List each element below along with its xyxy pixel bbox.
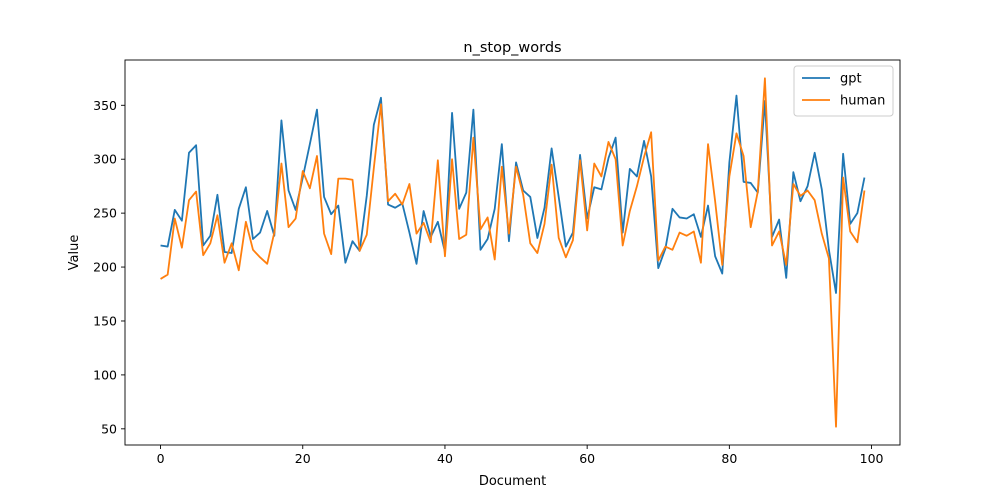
x-tick-label: 60 <box>579 451 595 466</box>
legend-label-gpt: gpt <box>840 72 862 87</box>
chart-title: n_stop_words <box>463 40 561 56</box>
legend: gpt human <box>793 65 894 117</box>
y-axis-ticks: 50 100 150 200 250 300 350 <box>93 98 125 436</box>
x-tick-label: 0 <box>157 451 165 466</box>
x-tick-label: 80 <box>721 451 737 466</box>
x-axis-label: Document <box>479 474 546 489</box>
series-line-human <box>160 77 866 428</box>
y-tick-label: 150 <box>93 313 117 328</box>
x-tick-label: 100 <box>860 451 884 466</box>
y-tick-label: 200 <box>93 260 117 275</box>
axes <box>124 59 901 446</box>
y-tick-label: 50 <box>101 421 117 436</box>
series-lines <box>160 77 866 428</box>
y-tick-label: 100 <box>93 367 117 382</box>
plot-area-frame <box>124 59 901 446</box>
x-axis-ticks: 0 20 40 60 80 100 <box>157 445 884 466</box>
y-tick-label: 250 <box>93 206 117 221</box>
x-tick-label: 20 <box>295 451 311 466</box>
y-axis-label: Value <box>67 235 82 271</box>
y-tick-label: 350 <box>93 98 117 113</box>
legend-label-human: human <box>840 94 885 109</box>
y-tick-label: 300 <box>93 152 117 167</box>
x-tick-label: 40 <box>437 451 453 466</box>
